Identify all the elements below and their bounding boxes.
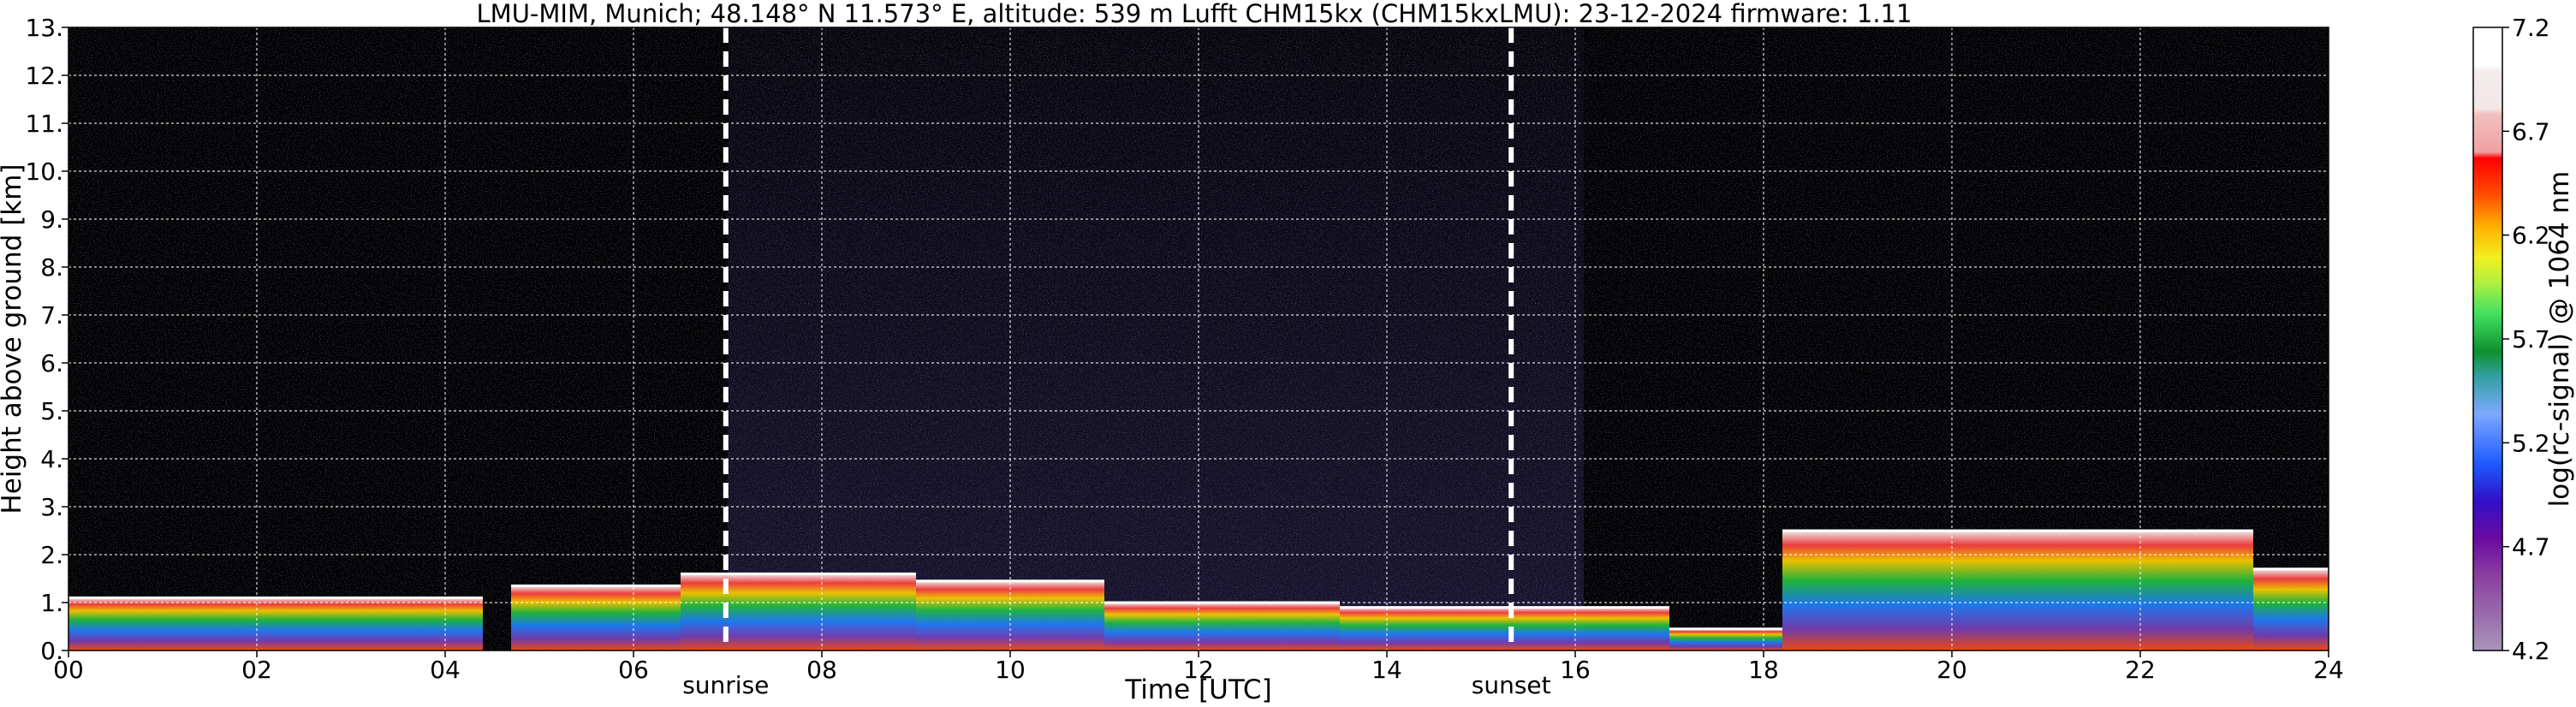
y-tick-label: 0. <box>40 637 63 665</box>
x-tick-label: 16 <box>1560 656 1591 684</box>
colorbar-tick-label: 6.2 <box>2512 222 2550 250</box>
colorbar-tick-label: 7.2 <box>2512 14 2550 42</box>
boundary-layer-group <box>68 529 2329 651</box>
layer-segment <box>1528 607 1669 651</box>
y-axis-ticks: 0. 1. 2. 3. 4. 5. 6. 7. 8. 9. 10. 11. 12. 13. <box>25 14 68 665</box>
grid <box>68 27 2329 651</box>
y-tick-label: 5. <box>40 397 63 425</box>
x-tick-label: 20 <box>1936 656 1967 684</box>
colorbar-tick-label: 5.2 <box>2512 429 2550 457</box>
y-axis-label: Height above ground [km] <box>0 163 27 514</box>
y-tick-label: 4. <box>40 445 63 473</box>
colorbar: 4.2 4.7 5.2 5.7 6.2 6.7 7.2 log(rc-signal) @ 1… <box>2472 14 2575 665</box>
layer-segment <box>1340 607 1528 651</box>
y-tick-label: 2. <box>40 541 63 569</box>
x-tick-label: 04 <box>430 656 461 684</box>
layer-segment <box>511 585 681 651</box>
x-tick-label: 10 <box>995 656 1026 684</box>
x-tick-label: 02 <box>241 656 272 684</box>
y-tick-label: 8. <box>40 253 63 282</box>
y-tick-label: 11. <box>25 110 63 138</box>
x-tick-label: 18 <box>1748 656 1779 684</box>
x-axis-ticks: 00 02 04 06 08 10 12 14 16 18 20 22 24 <box>53 651 2344 684</box>
y-tick-label: 13. <box>25 14 63 42</box>
x-tick-label: 08 <box>806 656 837 684</box>
sunset-label: sunset <box>1472 671 1551 699</box>
layer-segment <box>1669 628 1782 651</box>
x-tick-label: 06 <box>618 656 649 684</box>
y-tick-label: 10. <box>25 157 63 186</box>
colorbar-tick-label: 6.7 <box>2512 117 2550 146</box>
x-tick-label: 14 <box>1371 656 1402 684</box>
plot-area <box>68 27 2329 651</box>
chart-title: LMU-MIM, Munich; 48.148° N 11.573° E, al… <box>477 0 1913 28</box>
colorbar-tick-label: 5.7 <box>2512 325 2550 354</box>
sunrise-label: sunrise <box>682 671 769 699</box>
solar-markers <box>723 27 1514 651</box>
x-tick-label: 22 <box>2125 656 2156 684</box>
y-tick-label: 1. <box>40 589 63 617</box>
colorbar-scale <box>2472 27 2503 651</box>
layer-segment <box>68 597 483 651</box>
layer-segment <box>2253 568 2329 651</box>
y-tick-label: 6. <box>40 349 63 377</box>
y-tick-label: 9. <box>40 205 63 234</box>
layer-segment <box>1782 531 2253 651</box>
x-axis-label: Time [UTC] <box>1124 674 1271 705</box>
colorbar-tick-label: 4.7 <box>2512 533 2550 561</box>
layer-segment <box>1104 603 1340 651</box>
layer-segment <box>681 573 916 651</box>
x-tick-label: 24 <box>2313 656 2344 684</box>
y-tick-label: 7. <box>40 301 63 330</box>
colorbar-label: log(rc-signal) @ 1064 nm <box>2544 171 2575 508</box>
colorbar-tick-label: 4.2 <box>2512 637 2550 665</box>
daytime-haze <box>728 27 1584 651</box>
y-tick-label: 12. <box>25 62 63 90</box>
colorbar-ticks: 4.2 4.7 5.2 5.7 6.2 6.7 7.2 <box>2502 14 2550 665</box>
x-tick-label: 12 <box>1183 656 1214 684</box>
y-tick-label: 3. <box>40 493 63 521</box>
x-tick-label: 00 <box>53 656 84 684</box>
